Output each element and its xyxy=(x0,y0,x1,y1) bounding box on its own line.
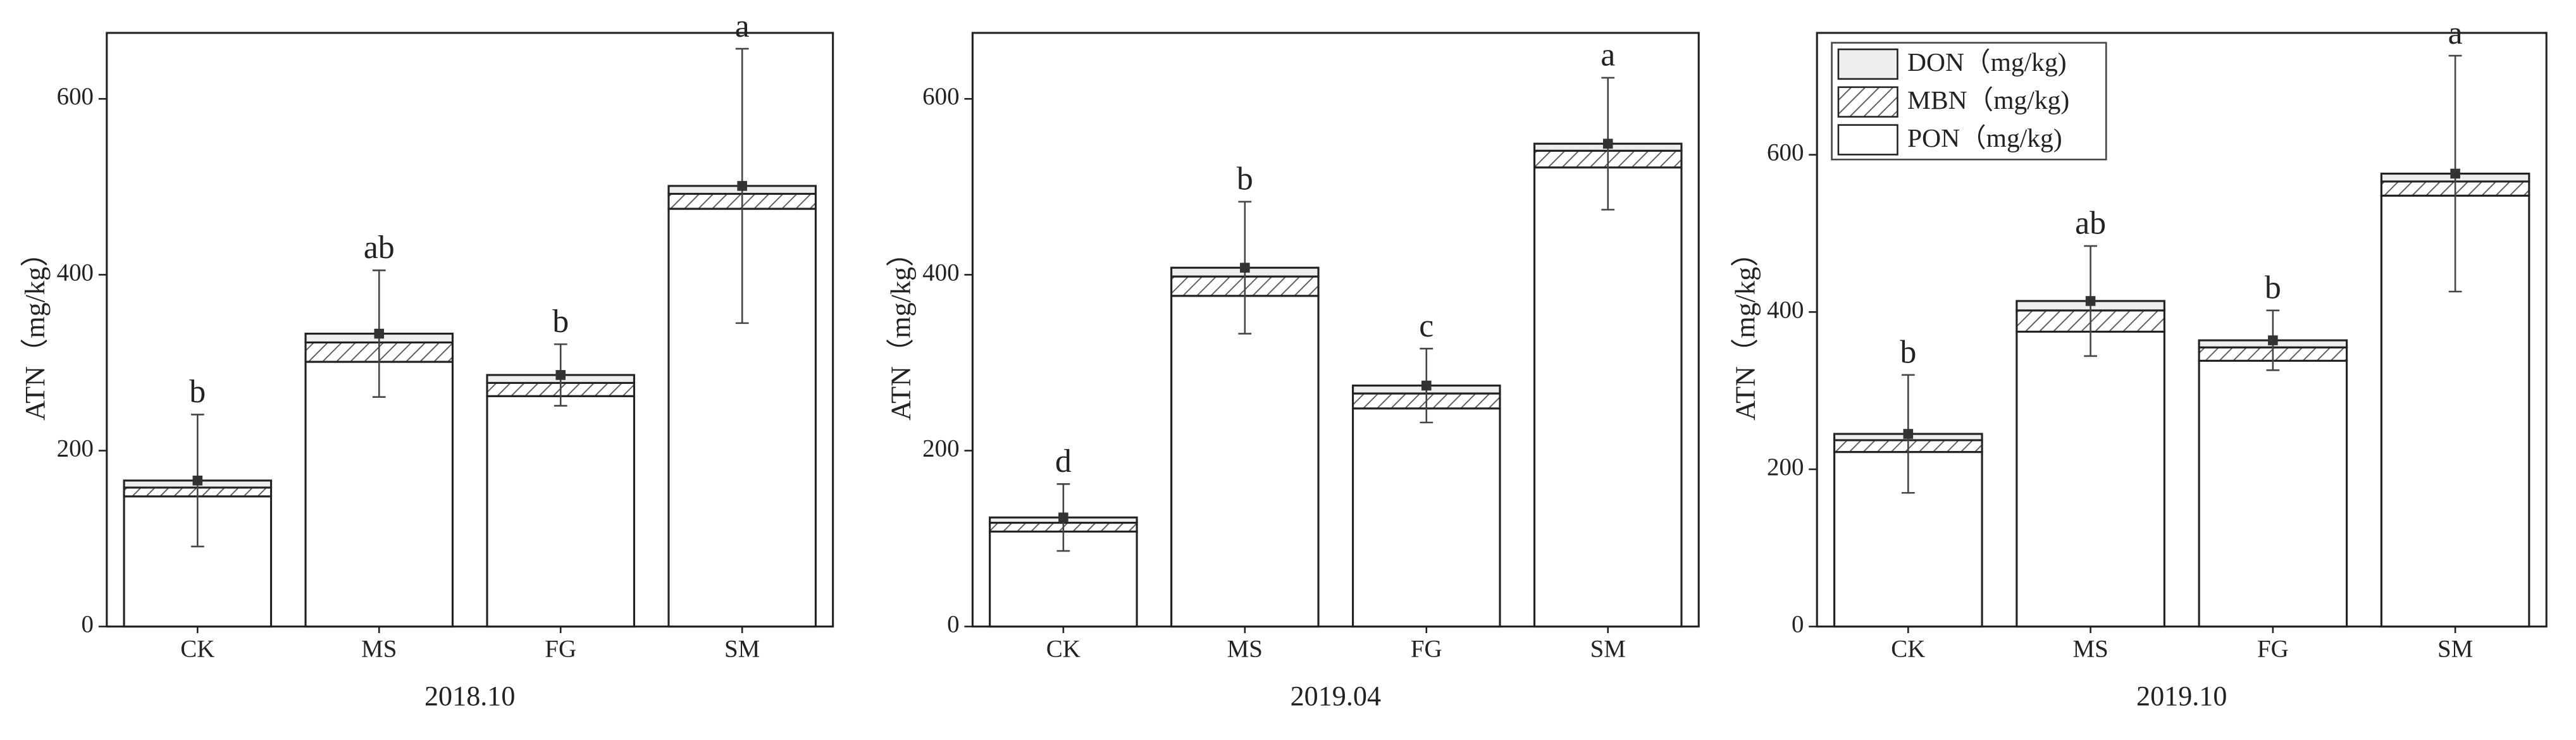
x-tick-label: CK xyxy=(1891,636,1925,663)
plot-frame xyxy=(1816,32,2548,628)
significance-letter: c xyxy=(1419,308,1434,344)
x-tick-label: FG xyxy=(545,636,576,663)
y-tick-label: 400 xyxy=(922,259,959,286)
legend-label: DON（mg/kg) xyxy=(1907,47,2067,77)
plot-frame xyxy=(106,32,834,628)
mean-marker xyxy=(1058,512,1068,522)
legend-swatch xyxy=(1837,86,1898,118)
bar-segment xyxy=(2198,359,2348,628)
significance-letter: b xyxy=(2265,270,2281,306)
y-tick-label: 200 xyxy=(1767,453,1804,481)
y-axis-label: ATN（mg/kg） xyxy=(885,239,916,421)
x-tick-label: FG xyxy=(1411,636,1442,663)
x-tick-label: FG xyxy=(2257,636,2289,663)
mean-marker xyxy=(555,370,566,380)
y-tick-label: 400 xyxy=(1767,296,1804,323)
plot-frame xyxy=(971,32,1700,628)
bar-segment xyxy=(1352,407,1501,628)
x-axis-label: 2019.04 xyxy=(1291,681,1381,712)
mean-marker xyxy=(2085,296,2096,306)
bar-segment xyxy=(2016,330,2165,628)
x-axis-label: 2019.10 xyxy=(2136,681,2227,712)
y-tick-label: 200 xyxy=(922,435,959,462)
y-axis-label: ATN（mg/kg） xyxy=(1730,239,1761,421)
mean-marker xyxy=(1602,139,1613,149)
significance-letter: a xyxy=(2448,15,2463,51)
error-bar xyxy=(554,343,567,407)
x-tick-label: SM xyxy=(1590,636,1626,663)
mean-marker xyxy=(1240,262,1250,273)
mean-marker xyxy=(1421,380,1432,391)
significance-letter: b xyxy=(189,374,206,410)
mean-marker xyxy=(374,328,385,339)
mean-marker xyxy=(1903,429,1914,439)
bar-segment xyxy=(1533,166,1683,628)
x-tick-label: MS xyxy=(2072,636,2108,663)
significance-letter: d xyxy=(1055,443,1072,479)
bar-segment xyxy=(486,395,635,628)
significance-letter: a xyxy=(1601,37,1615,73)
error-bar xyxy=(735,47,749,324)
y-tick-label: 0 xyxy=(947,611,959,638)
bar-segment xyxy=(304,361,454,628)
significance-letter: b xyxy=(1237,161,1253,197)
significance-letter: b xyxy=(552,304,569,340)
x-tick-label: CK xyxy=(1046,636,1081,663)
mean-marker xyxy=(737,181,747,191)
legend-label: MBN（mg/kg) xyxy=(1907,85,2069,115)
y-tick-label: 600 xyxy=(1767,139,1804,166)
significance-letter: ab xyxy=(2075,206,2106,242)
y-axis-label: ATN（mg/kg） xyxy=(20,239,51,421)
y-tick-label: 0 xyxy=(82,611,94,638)
error-bar xyxy=(1056,483,1070,552)
legend-label: PON（mg/kg) xyxy=(1907,123,2062,153)
significance-letter: ab xyxy=(364,230,395,266)
y-tick-label: 200 xyxy=(57,435,94,462)
error-bar xyxy=(372,269,386,398)
bar-segment xyxy=(1170,295,1320,628)
y-tick-label: 0 xyxy=(1792,611,1804,638)
error-bar xyxy=(190,414,204,548)
x-tick-label: SM xyxy=(724,636,760,663)
x-axis-label: 2018.10 xyxy=(424,681,515,712)
legend-swatch xyxy=(1837,48,1898,80)
error-bar xyxy=(1420,347,1434,424)
significance-letter: b xyxy=(1900,334,1916,370)
x-tick-label: MS xyxy=(1227,636,1263,663)
mean-marker xyxy=(2268,335,2278,345)
error-bar xyxy=(2266,309,2280,371)
x-tick-label: MS xyxy=(361,636,397,663)
mean-marker xyxy=(2450,168,2460,179)
error-bar xyxy=(1901,374,1915,494)
error-bar xyxy=(2448,54,2462,293)
error-bar xyxy=(2084,245,2097,357)
legend-swatch xyxy=(1837,124,1898,156)
x-tick-label: CK xyxy=(180,636,214,663)
significance-letter: a xyxy=(735,8,750,44)
x-tick-label: SM xyxy=(2437,636,2473,663)
y-tick-label: 600 xyxy=(57,83,94,110)
y-tick-label: 400 xyxy=(57,259,94,286)
y-tick-label: 600 xyxy=(922,83,959,110)
mean-marker xyxy=(192,475,203,486)
error-bar xyxy=(1238,200,1252,335)
error-bar xyxy=(1601,77,1615,211)
